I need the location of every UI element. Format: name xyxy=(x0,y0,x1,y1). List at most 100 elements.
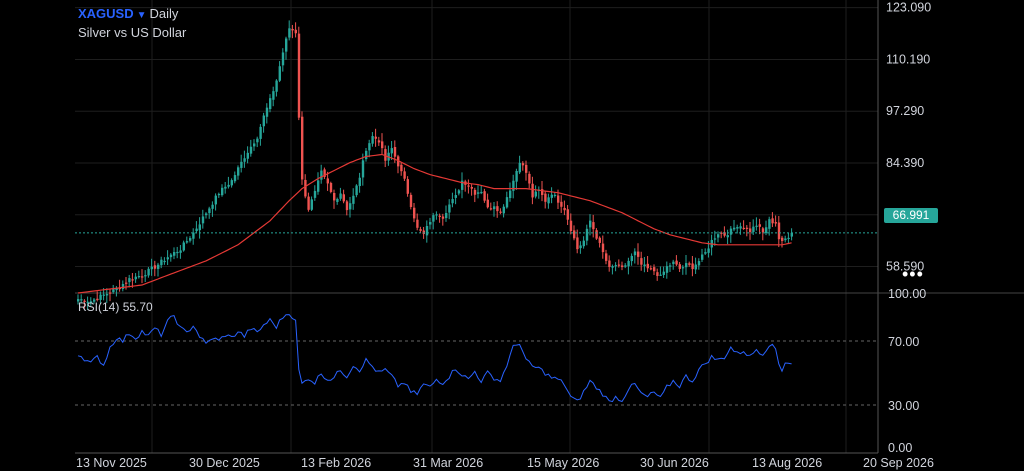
candle-body xyxy=(704,252,707,254)
candle-body xyxy=(121,283,125,289)
candle-body xyxy=(112,289,115,293)
candle-body xyxy=(569,220,573,232)
candle-body xyxy=(409,194,413,207)
price-tick-label: 123.090 xyxy=(886,1,931,15)
more-dots-icon[interactable]: ••• xyxy=(902,264,924,284)
candle-body xyxy=(96,298,99,301)
candle-body xyxy=(541,189,544,195)
candle-body xyxy=(678,264,681,269)
candle-body xyxy=(131,279,134,281)
candle-body xyxy=(86,301,89,303)
candle-body xyxy=(473,189,477,195)
candle-body xyxy=(723,232,726,236)
candle-body xyxy=(153,265,157,269)
candle-body xyxy=(505,197,509,208)
candle-body xyxy=(278,66,281,81)
rsi-legend[interactable]: RSI(14) 55.70 xyxy=(78,300,153,314)
candle-body xyxy=(518,162,521,173)
candle-body xyxy=(729,228,733,235)
candle-body xyxy=(694,264,697,270)
candle-body xyxy=(649,268,653,270)
rsi-tick-label: 0.00 xyxy=(888,441,912,455)
candle-body xyxy=(595,230,598,239)
candle-body xyxy=(579,245,582,249)
caret-down-icon[interactable]: ▼ xyxy=(136,10,147,21)
candle-body xyxy=(688,263,691,265)
candle-body xyxy=(329,182,333,192)
interval-label[interactable]: Daily xyxy=(149,6,179,21)
candle-body xyxy=(253,143,256,147)
rsi-name: RSI(14) xyxy=(78,300,120,314)
candle-body xyxy=(445,213,448,219)
symbol-legend[interactable]: XAGUSD ▼ Daily Silver vs US Dollar xyxy=(78,5,186,41)
candle-body xyxy=(317,180,320,192)
candle-body xyxy=(493,206,496,210)
candle-body xyxy=(102,294,105,296)
candle-body xyxy=(560,201,563,207)
candle-body xyxy=(470,186,473,189)
candle-body xyxy=(419,229,422,231)
candle-body xyxy=(249,146,253,154)
candle-body xyxy=(665,266,669,273)
candle-body xyxy=(128,278,131,283)
candle-body xyxy=(656,272,659,276)
candle-body xyxy=(528,173,531,184)
candle-body xyxy=(246,152,249,159)
candle-body xyxy=(141,276,144,278)
candle-body xyxy=(201,216,205,224)
candle-body xyxy=(333,193,336,201)
candle-body xyxy=(326,178,329,184)
candlestick-series xyxy=(77,20,793,310)
candle-body xyxy=(352,195,355,204)
candle-body xyxy=(659,274,662,276)
candle-body xyxy=(637,251,640,257)
candle-body xyxy=(393,147,397,157)
legend-title-row[interactable]: XAGUSD ▼ Daily xyxy=(78,5,186,24)
candle-body xyxy=(83,300,86,302)
candle-body xyxy=(531,183,534,198)
candle-body xyxy=(601,243,605,253)
candle-body xyxy=(534,191,537,197)
candle-body xyxy=(137,276,141,278)
candle-body xyxy=(358,177,361,187)
symbol-name[interactable]: XAGUSD xyxy=(78,6,134,21)
candle-body xyxy=(576,237,579,250)
candle-body xyxy=(669,265,672,267)
time-axis: 13 Nov 2025 30 Dec 2025 13 Feb 2026 31 Mar … xyxy=(76,456,934,470)
candle-body xyxy=(304,179,307,197)
candle-body xyxy=(413,207,416,219)
candle-body xyxy=(544,193,547,202)
time-tick-label: 13 Feb 2026 xyxy=(301,456,371,470)
candle-body xyxy=(297,33,301,118)
candle-body xyxy=(454,195,457,198)
candle-body xyxy=(448,204,451,213)
candle-body xyxy=(563,207,566,211)
candle-body xyxy=(585,228,589,241)
candle-body xyxy=(550,194,553,198)
candle-body xyxy=(713,238,717,240)
candle-body xyxy=(163,260,166,263)
candle-body xyxy=(777,222,781,240)
candle-body xyxy=(486,199,489,208)
candle-body xyxy=(118,287,121,290)
candle-body xyxy=(681,267,685,269)
candle-body xyxy=(371,136,374,144)
candle-body xyxy=(342,194,345,202)
candle-body xyxy=(598,237,601,243)
candle-body xyxy=(288,28,291,38)
candle-body xyxy=(355,185,358,196)
candle-body xyxy=(339,193,342,199)
candle-body xyxy=(320,170,323,180)
candle-body xyxy=(400,164,403,172)
candle-body xyxy=(237,167,240,176)
candle-body xyxy=(553,194,557,197)
candle-body xyxy=(134,276,137,280)
candle-body xyxy=(185,241,189,243)
candle-body xyxy=(633,251,637,256)
price-tick-label: 97.290 xyxy=(886,104,924,118)
rsi-tick-label: 70.00 xyxy=(888,335,919,349)
candle-body xyxy=(483,191,486,201)
candle-body xyxy=(422,230,425,235)
